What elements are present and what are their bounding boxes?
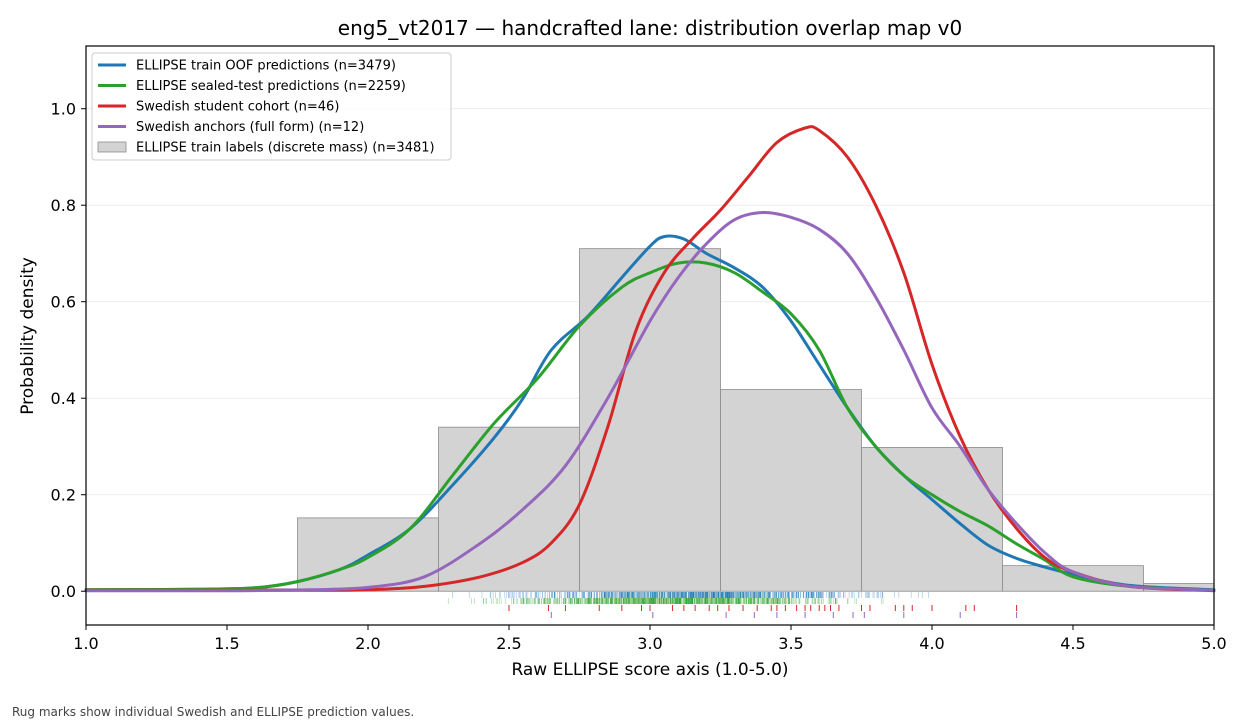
y-tick-label: 0.8	[51, 196, 76, 215]
legend-swatch-patch	[97, 141, 127, 153]
histogram-bars	[156, 248, 1215, 592]
histogram-bar	[579, 248, 721, 592]
legend-label: ELLIPSE train labels (discrete mass) (n=…	[136, 141, 435, 156]
x-tick-label: 3.5	[778, 634, 803, 653]
density-curve	[84, 234, 1216, 592]
y-tick-label: 0.6	[51, 293, 76, 312]
x-tick-label: 3.0	[637, 634, 662, 653]
legend-box	[91, 52, 452, 161]
legend-label: ELLIPSE train OOF predictions (n=3479)	[136, 59, 396, 74]
chart-title: eng5_vt2017 — handcrafted lane: distribu…	[338, 16, 962, 40]
x-tick-label: 1.0	[73, 634, 98, 653]
x-tick-label: 4.0	[919, 634, 944, 653]
x-tick-label: 5.0	[1201, 634, 1226, 653]
density-curves	[84, 125, 1216, 593]
y-tick-label: 0.4	[51, 389, 76, 408]
histogram-bar	[438, 426, 580, 592]
y-axis-label: Probability density	[18, 257, 38, 415]
y-tick-label: 0.2	[51, 486, 76, 505]
axis-ticks: 0.0 0.2 0.4 0.6 0.8 1.0 1.0 1.5 2.0 2.5 3.0 3.5 4.0 4…	[51, 100, 1227, 653]
x-tick-label: 4.5	[1060, 634, 1085, 653]
histogram-bar	[720, 389, 862, 592]
legend: ELLIPSE train OOF predictions (n=3479) EL…	[91, 52, 452, 161]
y-tick-label: 1.0	[51, 100, 76, 119]
density-curve	[84, 210, 1216, 593]
y-tick-label: 0.0	[51, 582, 76, 601]
legend-label: Swedish student cohort (n=46)	[136, 100, 339, 115]
x-tick-label: 2.5	[496, 634, 521, 653]
footnote: Rug marks show individual Swedish and EL…	[12, 705, 415, 719]
legend-label: ELLIPSE sealed-test predictions (n=2259)	[136, 79, 406, 94]
x-axis-label: Raw ELLIPSE score axis (1.0-5.0)	[511, 660, 788, 680]
x-tick-label: 2.0	[355, 634, 380, 653]
histogram-bar	[1002, 565, 1144, 592]
legend-label: Swedish anchors (full form) (n=12)	[136, 120, 364, 135]
density-curve	[84, 260, 1216, 592]
rug-marks	[447, 592, 1018, 618]
x-tick-label: 1.5	[214, 634, 239, 653]
histogram-bar	[861, 447, 1003, 592]
